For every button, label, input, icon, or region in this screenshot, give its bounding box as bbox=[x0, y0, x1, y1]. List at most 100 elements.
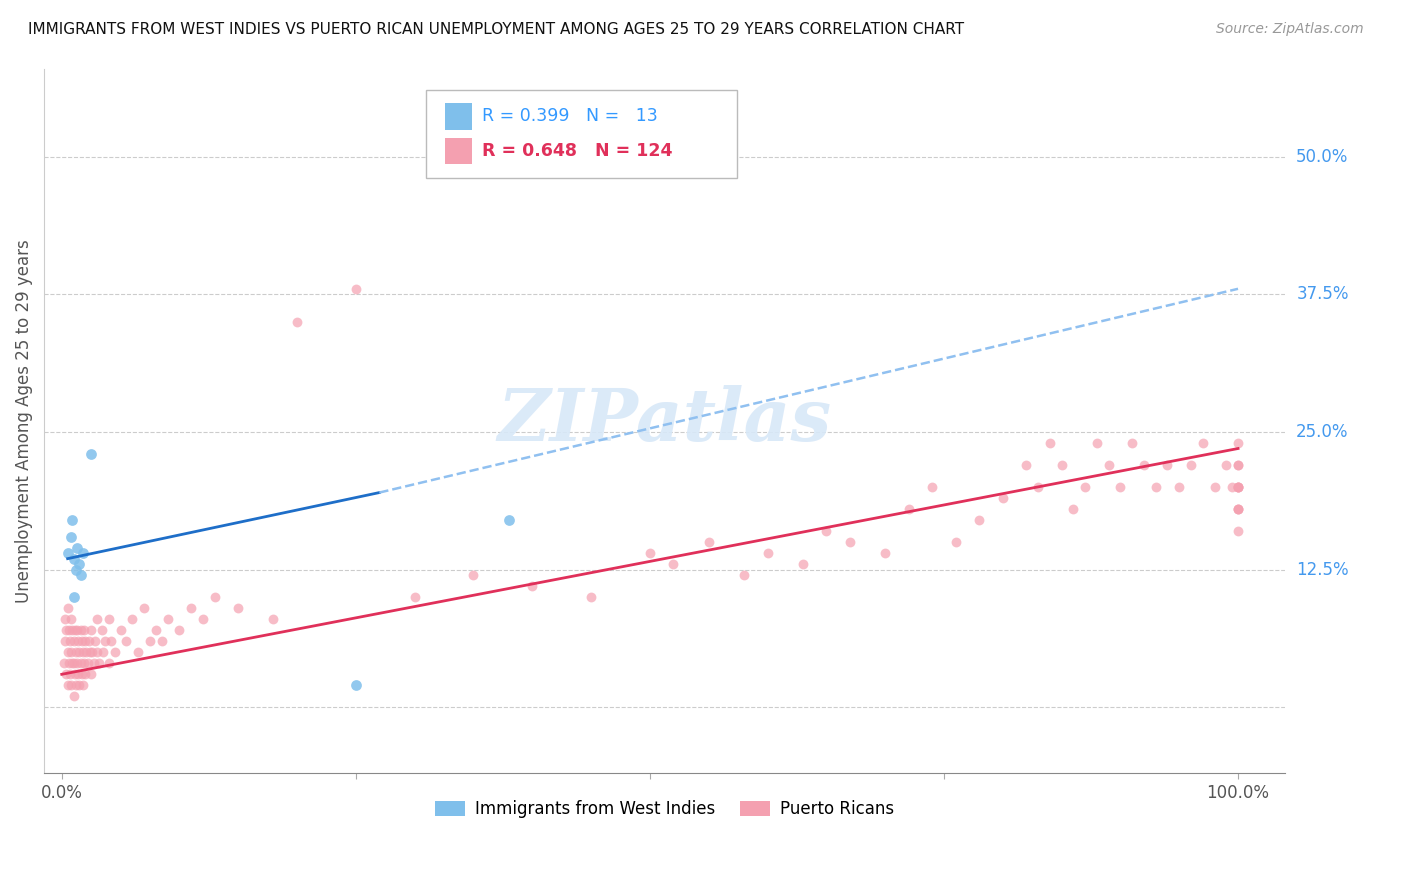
Point bbox=[1085, 436, 1108, 450]
Point bbox=[991, 491, 1014, 505]
Point bbox=[80, 667, 103, 681]
Text: R = 0.399   N =   13: R = 0.399 N = 13 bbox=[482, 107, 658, 126]
Point bbox=[1121, 436, 1143, 450]
FancyBboxPatch shape bbox=[426, 90, 737, 178]
Point bbox=[63, 667, 86, 681]
Point bbox=[638, 546, 661, 560]
Point bbox=[1227, 502, 1250, 516]
Point bbox=[69, 624, 91, 638]
Point bbox=[115, 634, 138, 648]
Text: ZIPatlas: ZIPatlas bbox=[498, 385, 832, 457]
Point bbox=[63, 624, 86, 638]
Point bbox=[67, 645, 90, 659]
Point bbox=[1144, 480, 1167, 494]
Point bbox=[58, 624, 80, 638]
Point bbox=[191, 612, 214, 626]
Point bbox=[756, 546, 779, 560]
Point bbox=[75, 634, 97, 648]
Point bbox=[60, 513, 83, 527]
Point bbox=[89, 657, 111, 671]
Point bbox=[67, 634, 90, 648]
Point bbox=[67, 678, 90, 692]
Point bbox=[80, 447, 103, 461]
Point bbox=[65, 678, 87, 692]
Point bbox=[56, 678, 79, 692]
Point bbox=[56, 645, 79, 659]
Point bbox=[94, 634, 117, 648]
Point bbox=[72, 678, 94, 692]
Point bbox=[56, 601, 79, 615]
Point bbox=[1220, 480, 1243, 494]
Point bbox=[97, 657, 120, 671]
Point bbox=[1227, 458, 1250, 472]
Point bbox=[121, 612, 143, 626]
Point bbox=[53, 657, 76, 671]
Point bbox=[1062, 502, 1084, 516]
Point bbox=[59, 667, 82, 681]
Point bbox=[1191, 436, 1213, 450]
Point bbox=[62, 591, 84, 605]
Point bbox=[285, 315, 308, 329]
Point bbox=[875, 546, 897, 560]
Point bbox=[226, 601, 249, 615]
Point bbox=[110, 624, 132, 638]
Point bbox=[55, 667, 77, 681]
Point bbox=[69, 657, 91, 671]
Point bbox=[65, 645, 87, 659]
Point bbox=[66, 657, 89, 671]
Point bbox=[62, 690, 84, 704]
Point bbox=[62, 634, 84, 648]
Point bbox=[83, 634, 105, 648]
Point bbox=[127, 645, 149, 659]
Point bbox=[86, 645, 108, 659]
Point bbox=[204, 591, 226, 605]
Point bbox=[76, 657, 98, 671]
Point bbox=[1215, 458, 1237, 472]
Point bbox=[579, 591, 602, 605]
Text: 12.5%: 12.5% bbox=[1296, 561, 1348, 579]
Point bbox=[1109, 480, 1132, 494]
Point bbox=[100, 634, 122, 648]
Point bbox=[1227, 524, 1250, 538]
Point bbox=[91, 645, 114, 659]
Bar bbox=[444, 103, 472, 130]
Point bbox=[75, 667, 97, 681]
Point bbox=[1227, 436, 1250, 450]
Point bbox=[1204, 480, 1226, 494]
Point bbox=[344, 678, 367, 692]
Point bbox=[58, 657, 80, 671]
Point bbox=[97, 612, 120, 626]
Point bbox=[66, 624, 89, 638]
Point bbox=[86, 612, 108, 626]
Point bbox=[150, 634, 173, 648]
Text: R = 0.648   N = 124: R = 0.648 N = 124 bbox=[482, 142, 672, 160]
Point bbox=[662, 557, 685, 571]
Point bbox=[1074, 480, 1097, 494]
Point bbox=[67, 557, 90, 571]
Text: 25.0%: 25.0% bbox=[1296, 423, 1348, 441]
Point bbox=[815, 524, 838, 538]
Point bbox=[1227, 480, 1250, 494]
Point bbox=[55, 624, 77, 638]
Point bbox=[897, 502, 920, 516]
Point bbox=[792, 557, 814, 571]
Point bbox=[945, 535, 967, 549]
Point bbox=[498, 513, 520, 527]
Point bbox=[404, 591, 426, 605]
Point bbox=[1227, 502, 1250, 516]
Point bbox=[66, 541, 89, 555]
Point bbox=[1156, 458, 1178, 472]
Point bbox=[73, 657, 96, 671]
Point bbox=[1026, 480, 1049, 494]
Point bbox=[60, 624, 83, 638]
Point bbox=[733, 568, 755, 582]
Point bbox=[1133, 458, 1156, 472]
Point bbox=[1227, 458, 1250, 472]
Point bbox=[145, 624, 167, 638]
Text: IMMIGRANTS FROM WEST INDIES VS PUERTO RICAN UNEMPLOYMENT AMONG AGES 25 TO 29 YEA: IMMIGRANTS FROM WEST INDIES VS PUERTO RI… bbox=[28, 22, 965, 37]
Point bbox=[1180, 458, 1202, 472]
Point bbox=[156, 612, 179, 626]
Text: Source: ZipAtlas.com: Source: ZipAtlas.com bbox=[1216, 22, 1364, 37]
Point bbox=[1039, 436, 1062, 450]
Point bbox=[1098, 458, 1121, 472]
